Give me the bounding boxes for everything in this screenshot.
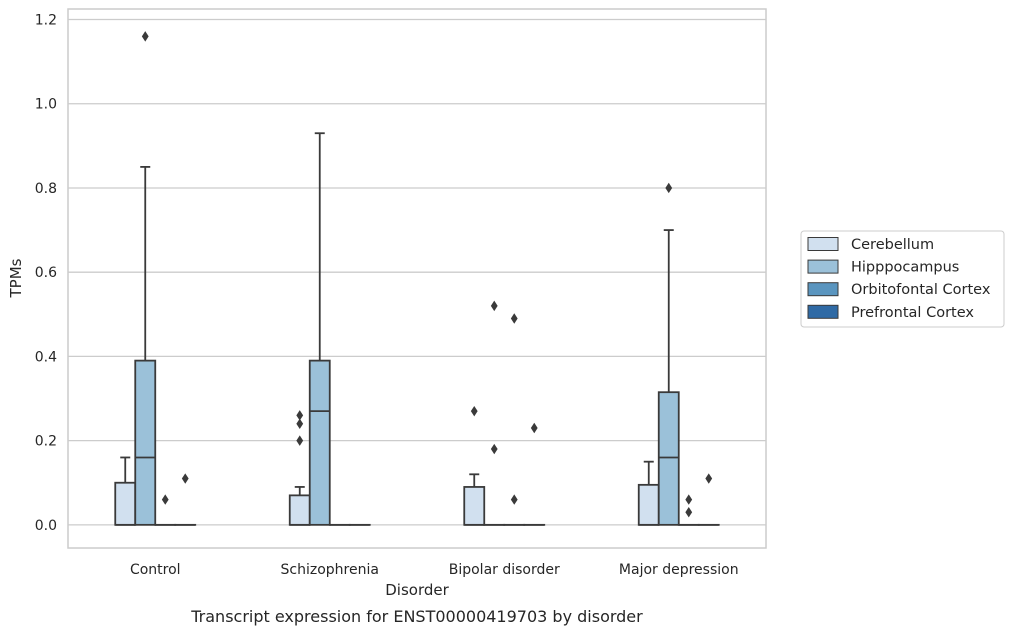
box-group xyxy=(463,300,546,526)
legend-swatch xyxy=(807,304,839,319)
y-tick-labels: 0.0 0.2 0.4 0.6 0.8 1.0 1.2 xyxy=(35,13,57,534)
box-prefrontal-cortex xyxy=(174,473,197,526)
legend-swatch xyxy=(807,259,839,274)
legend-label: Hipppocampus xyxy=(851,260,959,276)
box-body xyxy=(637,483,660,526)
legend-swatch xyxy=(807,282,839,297)
outlier-point xyxy=(296,435,304,446)
outlier-point xyxy=(296,410,304,421)
x-tick-label: Major depression xyxy=(619,562,739,578)
outlier-point xyxy=(161,494,169,505)
legend-label: Prefrontal Cortex xyxy=(851,305,974,321)
y-axis-label: TPMs xyxy=(7,258,25,298)
outlier-point xyxy=(141,31,149,42)
box-body xyxy=(134,359,157,526)
legend-label: Cerebellum xyxy=(851,237,934,253)
outlier-point xyxy=(705,473,713,484)
box-body xyxy=(114,481,137,526)
outlier-point xyxy=(685,507,693,518)
box-prefrontal-cortex xyxy=(697,473,720,526)
box-group xyxy=(637,182,720,526)
outlier-point xyxy=(490,443,498,455)
box-body xyxy=(288,494,311,526)
y-tick-label: 0.2 xyxy=(35,434,57,450)
y-tick-label: 0.6 xyxy=(35,265,57,281)
legend: Cerebellum Hipppocampus Orbitofontal Corte… xyxy=(800,230,1005,328)
y-tick-label: 0.0 xyxy=(35,518,57,534)
box-body xyxy=(657,391,680,526)
outlier-point xyxy=(665,182,673,194)
legend-frame xyxy=(800,230,1005,328)
box-hipppocampus xyxy=(657,182,680,526)
outlier-point xyxy=(470,405,478,417)
box-group xyxy=(288,132,371,526)
box-cerebellum xyxy=(637,460,660,526)
outlier-point xyxy=(685,494,693,505)
outlier-point xyxy=(181,473,189,484)
x-tick-label: Bipolar disorder xyxy=(449,562,560,578)
box-cerebellum xyxy=(114,456,137,526)
x-tick-labels: Control Schizophrenia Bipolar disorder Majo… xyxy=(130,562,739,578)
box-prefrontal-cortex xyxy=(523,422,546,526)
outlier-point xyxy=(510,313,518,324)
x-axis-label: Disorder xyxy=(385,581,449,599)
chart-caption: Transcript expression for ENST0000041970… xyxy=(190,607,643,626)
box-orbitofontal-cortex xyxy=(677,494,700,526)
x-tick-label: Control xyxy=(130,562,181,578)
box-hipppocampus xyxy=(134,31,157,526)
box-groups xyxy=(114,31,720,526)
x-tick-label: Schizophrenia xyxy=(281,562,379,578)
box-body xyxy=(308,359,331,526)
box-group xyxy=(114,31,197,526)
y-tick-label: 1.0 xyxy=(35,97,57,113)
outlier-point xyxy=(296,418,304,429)
y-tick-label: 0.8 xyxy=(35,181,57,197)
outlier-point xyxy=(530,422,538,434)
legend-swatch xyxy=(807,237,839,251)
outlier-point xyxy=(510,494,518,505)
y-tick-label: 1.2 xyxy=(35,13,57,29)
outlier-point xyxy=(490,300,498,312)
box-cerebellum xyxy=(463,405,486,526)
legend-label: Orbitofontal Cortex xyxy=(851,282,991,298)
box-hipppocampus xyxy=(308,132,331,526)
box-body xyxy=(463,486,486,526)
y-tick-label: 0.4 xyxy=(35,349,57,365)
plot-frame xyxy=(67,8,767,549)
